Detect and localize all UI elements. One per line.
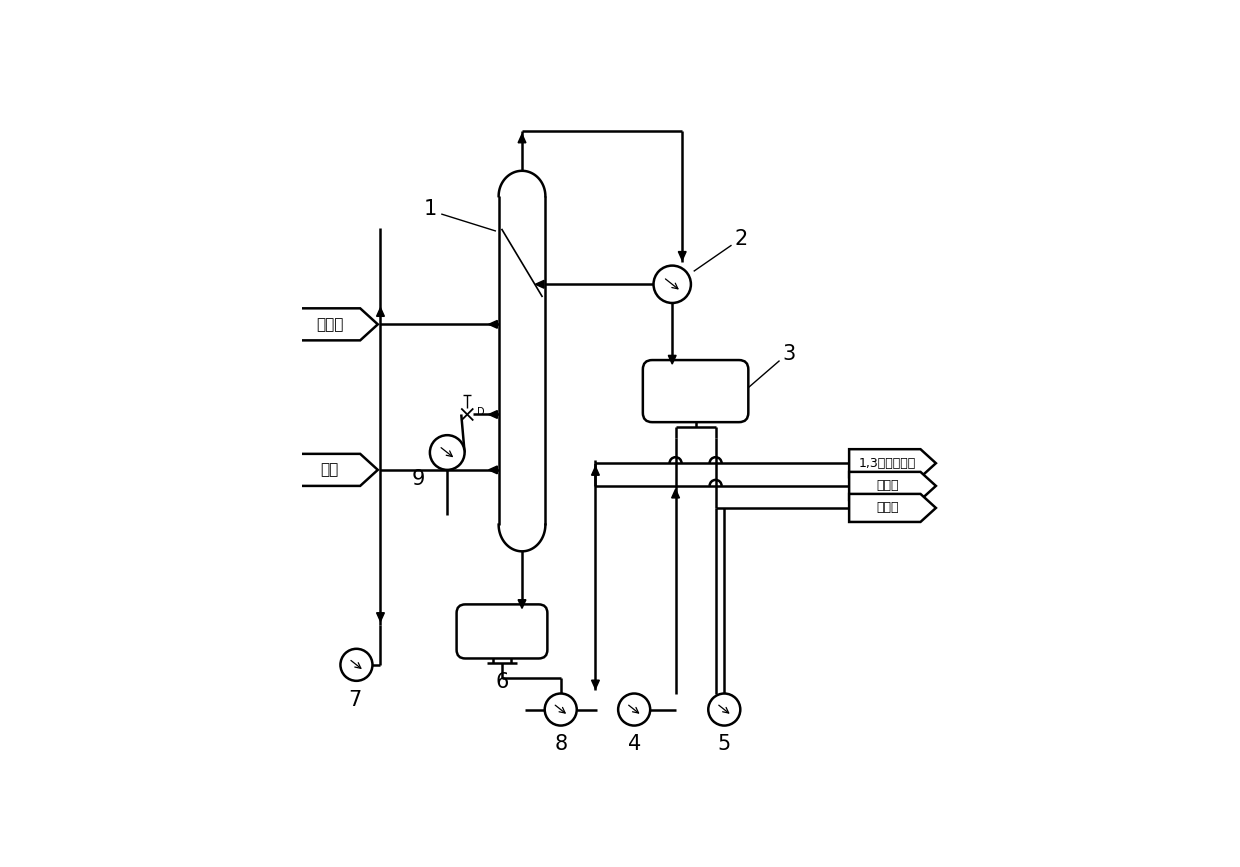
Circle shape bbox=[653, 265, 691, 303]
Polygon shape bbox=[299, 453, 378, 486]
Text: 3: 3 bbox=[782, 344, 796, 364]
Polygon shape bbox=[678, 251, 686, 260]
Text: 1,3－环己二烯: 1,3－环己二烯 bbox=[858, 457, 916, 470]
Text: D: D bbox=[476, 407, 485, 417]
Polygon shape bbox=[489, 411, 497, 419]
Circle shape bbox=[619, 694, 650, 726]
Polygon shape bbox=[668, 355, 676, 364]
Circle shape bbox=[708, 694, 740, 726]
Text: 7: 7 bbox=[348, 689, 362, 709]
Text: 共沸剂: 共沸剂 bbox=[316, 316, 343, 332]
Polygon shape bbox=[518, 600, 526, 609]
Text: 进料: 进料 bbox=[320, 462, 339, 478]
Polygon shape bbox=[672, 489, 680, 498]
Text: 8: 8 bbox=[554, 734, 567, 754]
FancyBboxPatch shape bbox=[456, 604, 547, 658]
Polygon shape bbox=[299, 309, 378, 341]
FancyBboxPatch shape bbox=[642, 360, 748, 422]
Text: 共沸剂: 共沸剂 bbox=[877, 479, 899, 492]
Polygon shape bbox=[591, 466, 599, 475]
Polygon shape bbox=[849, 472, 936, 500]
Polygon shape bbox=[489, 466, 497, 473]
Circle shape bbox=[341, 649, 372, 681]
Text: 4: 4 bbox=[627, 734, 641, 754]
Polygon shape bbox=[489, 321, 497, 329]
Polygon shape bbox=[849, 494, 936, 522]
Polygon shape bbox=[849, 449, 936, 477]
Circle shape bbox=[544, 694, 577, 726]
Text: 9: 9 bbox=[412, 469, 424, 489]
Circle shape bbox=[430, 435, 465, 470]
Text: 2: 2 bbox=[734, 229, 748, 249]
Text: 6: 6 bbox=[495, 672, 508, 692]
Text: 5: 5 bbox=[718, 734, 730, 754]
Polygon shape bbox=[518, 134, 526, 143]
Polygon shape bbox=[377, 613, 384, 622]
Polygon shape bbox=[591, 681, 599, 689]
Text: 1: 1 bbox=[424, 199, 438, 218]
Polygon shape bbox=[536, 280, 544, 288]
Text: 环己烯: 环己烯 bbox=[877, 501, 899, 514]
Polygon shape bbox=[377, 308, 384, 316]
